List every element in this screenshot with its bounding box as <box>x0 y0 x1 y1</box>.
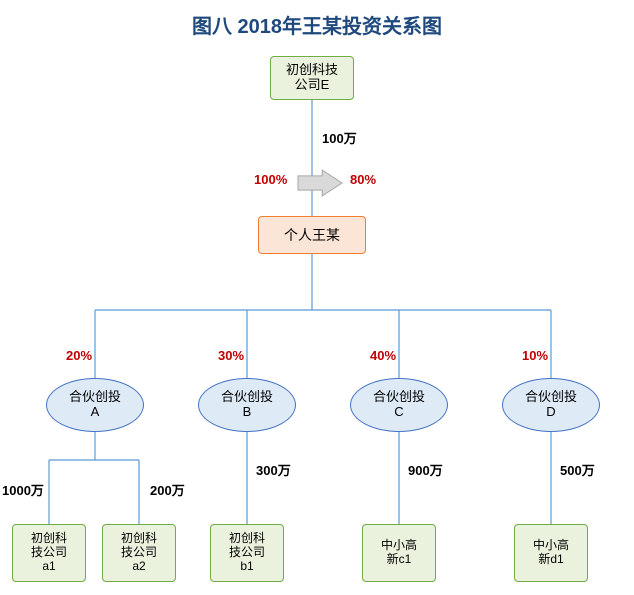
node-D: 合伙创投D <box>502 378 600 432</box>
label-amt_a1: 1000万 <box>2 480 44 499</box>
node-a2-label: 初创科技公司a2 <box>121 532 157 573</box>
node-a1: 初创科技公司a1 <box>12 524 86 582</box>
node-b1-label: 初创科技公司b1 <box>229 532 265 573</box>
node-d1-label: 中小高新d1 <box>533 539 569 567</box>
node-B-label: 合伙创投B <box>221 390 273 420</box>
label-pA: 20% <box>66 348 92 363</box>
label-amt_b1: 300万 <box>256 460 291 479</box>
node-A-label: 合伙创投A <box>69 390 121 420</box>
label-amt_d1: 500万 <box>560 460 595 479</box>
label-pD: 10% <box>522 348 548 363</box>
investment-diagram: 图八 2018年王某投资关系图 初创科技公司E个人王某合伙创投A合伙创投B合伙创… <box>0 0 634 595</box>
node-d1: 中小高新d1 <box>514 524 588 582</box>
label-amt_a2: 200万 <box>150 480 185 499</box>
label-pB: 30% <box>218 348 244 363</box>
node-E-label: 初创科技公司E <box>286 63 338 93</box>
node-C-label: 合伙创投C <box>373 390 425 420</box>
label-p100: 100% <box>254 172 287 187</box>
transition-arrow-icon <box>298 170 342 196</box>
label-e_amt: 100万 <box>322 128 357 147</box>
node-A: 合伙创投A <box>46 378 144 432</box>
node-a1-label: 初创科技公司a1 <box>31 532 67 573</box>
node-B: 合伙创投B <box>198 378 296 432</box>
label-pC: 40% <box>370 348 396 363</box>
node-D-label: 合伙创投D <box>525 390 577 420</box>
node-C: 合伙创投C <box>350 378 448 432</box>
node-b1: 初创科技公司b1 <box>210 524 284 582</box>
node-a2: 初创科技公司a2 <box>102 524 176 582</box>
node-c1: 中小高新c1 <box>362 524 436 582</box>
label-p80: 80% <box>350 172 376 187</box>
node-E: 初创科技公司E <box>270 56 354 100</box>
node-c1-label: 中小高新c1 <box>381 539 417 567</box>
node-W: 个人王某 <box>258 216 366 254</box>
node-W-label: 个人王某 <box>284 227 340 243</box>
label-amt_c1: 900万 <box>408 460 443 479</box>
